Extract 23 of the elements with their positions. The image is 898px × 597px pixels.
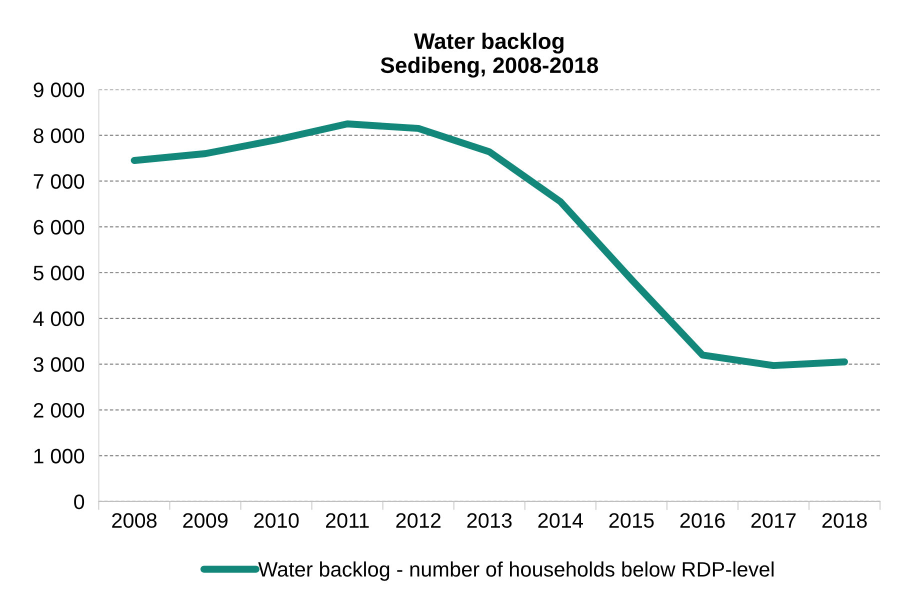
x-tick-label: 2013 bbox=[467, 513, 512, 528]
y-tick-label: 5 000 bbox=[34, 266, 84, 280]
x-tick-label: 2017 bbox=[751, 513, 796, 528]
y-tick-label: 1 000 bbox=[34, 448, 84, 464]
y-tick-label: 0 bbox=[74, 494, 84, 510]
y-tick-label: 8 000 bbox=[34, 128, 84, 144]
y-tick-label: 9 000 bbox=[34, 82, 84, 98]
x-tick-label: 2010 bbox=[254, 513, 299, 528]
x-tick-label: 2009 bbox=[183, 513, 228, 528]
x-tick-label: 2015 bbox=[609, 513, 654, 528]
x-tick-label: 2014 bbox=[538, 513, 583, 528]
chart-title: Water backlog Sedibeng, 2008-2018 bbox=[380, 32, 598, 78]
y-tick-label: 3 000 bbox=[34, 357, 84, 372]
x-tick-label: 2008 bbox=[112, 513, 157, 528]
legend-label: Water backlog - number of households below RDP-level bbox=[258, 561, 774, 581]
y-tick-label: 4 000 bbox=[33, 311, 84, 326]
y-tick-label: 2 000 bbox=[34, 402, 84, 418]
x-tick-label: 2016 bbox=[680, 513, 725, 528]
x-tick-label: 2018 bbox=[822, 513, 867, 528]
y-tick-label: 7 000 bbox=[34, 174, 84, 189]
x-tick-label: 2012 bbox=[396, 513, 441, 528]
y-tick-label: 6 000 bbox=[34, 220, 84, 235]
x-tick-label: 2011 bbox=[326, 513, 369, 528]
